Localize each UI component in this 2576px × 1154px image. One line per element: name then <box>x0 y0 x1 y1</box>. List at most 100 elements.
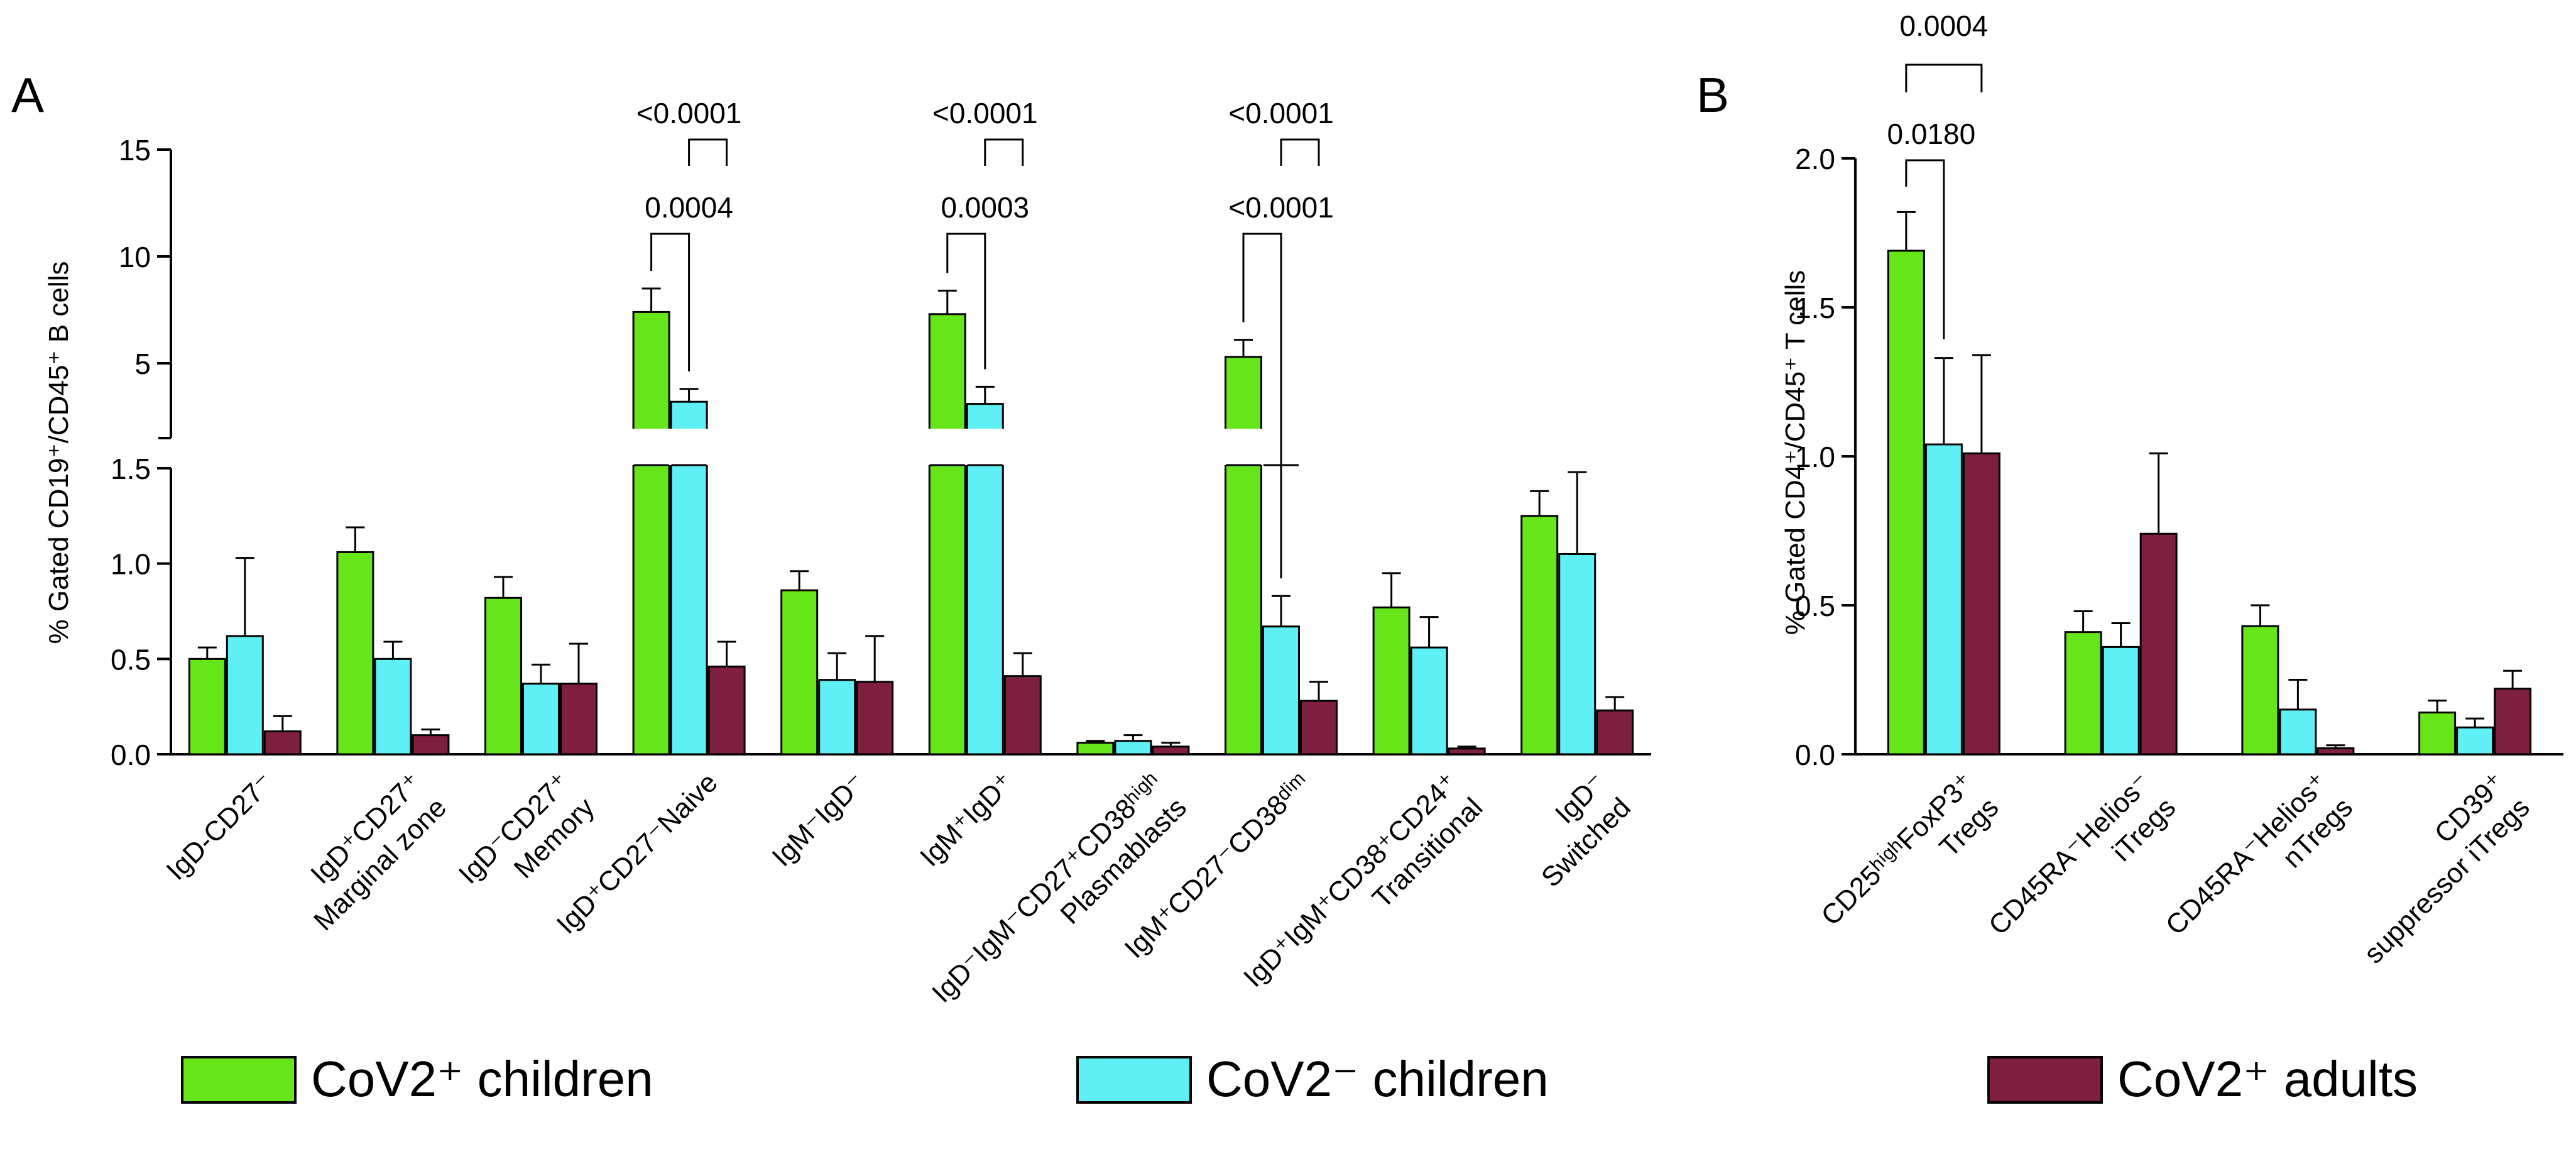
panel-a-error-bar <box>1309 681 1328 701</box>
panel-b-error-bar <box>2073 610 2093 632</box>
panel-a-bar <box>1225 356 1262 756</box>
panel-a-y-tick-label: 5 <box>134 348 151 380</box>
panel-a-category-label-line: IgD-CD27⁻ <box>160 767 279 886</box>
panel-a-error-bar <box>421 728 440 735</box>
panel-a-p-value: <0.0001 <box>932 97 1038 129</box>
panel-b-bar <box>2418 712 2457 756</box>
panel-a-p-value: 0.0004 <box>645 191 733 224</box>
panel-b-category-label: CD39⁺suppressor iTregs <box>2358 767 2535 969</box>
panel-a-significance-bracket <box>688 138 728 166</box>
panel-a-bar <box>1003 675 1042 756</box>
panel-a-error-bar <box>494 576 513 598</box>
panel-a-category-label-line: IgM⁺IgD⁺ <box>914 767 1020 872</box>
panel-a-error-bar <box>235 557 254 636</box>
panel-a-y-tick-label: 1.5 <box>111 453 151 485</box>
panel-a-category-label: IgD⁺CD27⁺Marginal zone <box>305 767 452 937</box>
panel-b-error-bar <box>1972 354 1991 454</box>
panel-a-error-bar <box>937 289 957 314</box>
panel-b-error-bar <box>1896 211 1916 251</box>
panel-b-y-label: % Gated CD4⁺/CD45⁺ T cells <box>1780 270 1811 635</box>
panel-a-y-tick-label: 15 <box>119 134 151 167</box>
panel-a-bar <box>1596 709 1634 756</box>
panel-a-y-tick-label: 10 <box>119 241 151 273</box>
panel-a-p-value: 0.0003 <box>941 191 1029 224</box>
panel-a-category-label-line: IgD⁺CD27⁻Naive <box>551 767 724 940</box>
panel-a-bar <box>1558 553 1596 756</box>
panel-a-bar <box>1152 745 1190 756</box>
panel-a-bar <box>1262 625 1300 756</box>
panel-a-error-bar <box>1605 696 1625 711</box>
panel-a-bar <box>632 310 670 756</box>
panel-a-y-tick-label: 1.0 <box>111 548 151 581</box>
panel-a-error-bar <box>1086 740 1105 743</box>
panel-label-a: A <box>11 67 44 123</box>
panel-a-error-bar <box>273 715 292 732</box>
panel-a-error-bar <box>1161 742 1181 747</box>
panel-b-error-bar <box>2428 700 2447 713</box>
panel-a-category-label: IgM⁺IgD⁺ <box>914 767 1020 872</box>
legend-label: CoV2⁺ adults <box>2117 1051 2418 1107</box>
panel-a-error-bar <box>1419 616 1439 648</box>
panel-a-category-label: IgD-CD27⁻ <box>160 767 279 886</box>
panel-b-category-label: CD25ʰⁱᵍʰFoxP3⁺Tregs <box>1815 767 2004 931</box>
panel-b-bar <box>2241 625 2279 756</box>
panel-a-bar <box>780 589 819 756</box>
panel-b-bar <box>2064 631 2102 756</box>
panel-a-error-bar <box>532 663 550 684</box>
panel-a-category-label-line: IgM⁻IgD⁻ <box>766 767 871 872</box>
panel-a-bar <box>1448 747 1486 756</box>
panel-b-error-bar <box>2465 717 2485 728</box>
panel-a-error-bar <box>1234 339 1253 357</box>
panel-a-bar <box>522 683 560 756</box>
panel-b-bar <box>2139 532 2178 756</box>
panel-b-bar <box>1962 452 2000 756</box>
legend-swatch <box>181 1056 297 1104</box>
panel-a-error-bar <box>975 385 995 404</box>
panel-a-bar <box>1372 606 1411 756</box>
panel-a-bar <box>188 657 226 756</box>
panel-a-error-bar <box>641 287 661 312</box>
panel-b-error-bar <box>2326 744 2345 749</box>
panel-a-error-bar <box>679 388 699 402</box>
panel-b-p-value: 0.0004 <box>1900 9 1989 42</box>
panel-a-significance-bracket <box>1242 233 1282 579</box>
legend-swatch <box>1076 1056 1192 1104</box>
panel-a-error-bar <box>197 646 217 659</box>
legend-label: CoV2⁻ children <box>1206 1051 1549 1107</box>
panel-b-bar <box>2102 646 2140 756</box>
panel-b-bar <box>2456 726 2494 756</box>
panel-a-significance-bracket <box>984 138 1024 166</box>
panel-a-bar <box>928 313 966 756</box>
panel-a-y-tick-label: 0.5 <box>111 643 151 676</box>
panel-b-significance-bracket <box>1905 159 1945 339</box>
panel-a-axis-break-gap <box>1221 429 1304 465</box>
panel-a-error-bar <box>865 635 885 682</box>
panel-a-bar <box>818 679 856 756</box>
panel-a-error-bar <box>1123 734 1143 741</box>
legend-swatch <box>1987 1056 2103 1104</box>
panel-a-category-label: IgD⁻Switched <box>1536 767 1637 893</box>
panel-b-y-tick-label: 0.5 <box>1795 590 1835 622</box>
panel-a-error-bar <box>1013 652 1032 676</box>
panel-a-error-bar <box>1382 572 1401 608</box>
panel-a-bar <box>1520 515 1559 756</box>
panel-b-error-bar <box>2251 604 2270 627</box>
panel-a-significance-bracket <box>946 233 986 370</box>
panel-a-error-bar <box>1272 595 1291 627</box>
panel-a-error-bar <box>1530 490 1549 516</box>
panel-a-bar <box>707 665 746 756</box>
panel-a-bar <box>1410 646 1448 756</box>
panel-b-error-bar <box>1934 357 1953 445</box>
panel-a-category-label: IgM⁻IgD⁻ <box>766 767 871 872</box>
panel-a-error-bar <box>827 652 847 680</box>
panel-a-axis-break-gap <box>924 429 1008 465</box>
panel-a-bar <box>1076 742 1115 756</box>
panel-b-category-label: CD45RA⁻Helios⁻iTregs <box>1983 767 2181 941</box>
panel-a-bar <box>560 683 598 756</box>
panel-b-error-bar <box>2111 622 2131 647</box>
panel-b-error-bar <box>2149 452 2168 534</box>
panel-a-error-bar <box>717 640 736 667</box>
panel-a-error-bar <box>1568 471 1587 554</box>
panel-b-category-label: CD45RA⁻Helios⁺nTregs <box>2160 767 2359 941</box>
panel-b-significance-bracket <box>1905 63 1983 92</box>
